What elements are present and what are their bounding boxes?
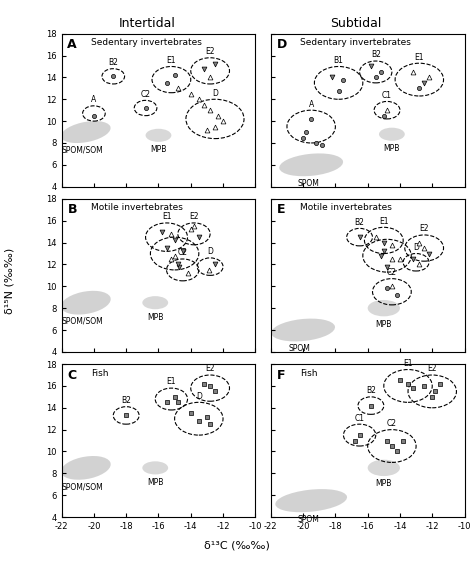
Text: B2: B2 xyxy=(109,58,118,67)
Text: δ¹³C (‰‰): δ¹³C (‰‰) xyxy=(204,541,270,551)
Ellipse shape xyxy=(279,153,343,176)
Text: E2: E2 xyxy=(419,224,429,233)
Text: SPOM/SOM: SPOM/SOM xyxy=(62,482,103,491)
Text: C2: C2 xyxy=(387,419,397,428)
Text: Subtidal: Subtidal xyxy=(330,17,381,30)
Text: Fish: Fish xyxy=(300,369,318,378)
Ellipse shape xyxy=(142,461,168,474)
Ellipse shape xyxy=(146,129,172,142)
Text: B2: B2 xyxy=(371,51,381,60)
Text: SPOM: SPOM xyxy=(297,515,319,524)
Text: SPOM: SPOM xyxy=(289,344,311,353)
Ellipse shape xyxy=(368,460,400,476)
Text: E2: E2 xyxy=(428,364,437,373)
Ellipse shape xyxy=(368,300,400,316)
Text: E1: E1 xyxy=(403,359,413,368)
Text: Motile invertebrates: Motile invertebrates xyxy=(300,203,392,212)
Text: C2: C2 xyxy=(178,248,188,257)
Text: Fish: Fish xyxy=(91,369,108,378)
Text: MPB: MPB xyxy=(375,320,392,329)
Text: SPOM/SOM: SPOM/SOM xyxy=(62,317,103,326)
Text: A: A xyxy=(309,99,314,108)
Text: C2: C2 xyxy=(387,268,397,277)
Text: δ¹⁵N (‰‰): δ¹⁵N (‰‰) xyxy=(4,248,15,314)
Text: SPOM/SOM: SPOM/SOM xyxy=(62,145,103,154)
Text: E1: E1 xyxy=(415,53,424,62)
Text: C: C xyxy=(67,369,77,382)
Text: Motile invertebrates: Motile invertebrates xyxy=(91,203,182,212)
Text: Sedentary invertebrates: Sedentary invertebrates xyxy=(91,38,201,47)
Text: C2: C2 xyxy=(141,90,151,99)
Text: C1: C1 xyxy=(382,91,392,100)
Text: E2: E2 xyxy=(205,47,215,56)
Text: Intertidal: Intertidal xyxy=(118,17,175,30)
Ellipse shape xyxy=(142,296,168,309)
Text: B2: B2 xyxy=(121,396,131,405)
Text: C1: C1 xyxy=(355,414,365,423)
Ellipse shape xyxy=(61,121,110,143)
Ellipse shape xyxy=(61,456,111,480)
Text: B2: B2 xyxy=(355,217,365,226)
Text: MPB: MPB xyxy=(150,145,167,154)
Text: MPB: MPB xyxy=(383,144,400,153)
Text: MPB: MPB xyxy=(147,312,164,321)
Text: MPB: MPB xyxy=(375,479,392,488)
Text: E1: E1 xyxy=(379,217,389,226)
Ellipse shape xyxy=(271,319,335,341)
Ellipse shape xyxy=(275,489,347,512)
Text: B: B xyxy=(67,203,77,216)
Text: E1: E1 xyxy=(167,56,176,65)
Ellipse shape xyxy=(61,291,111,315)
Text: MPB: MPB xyxy=(147,478,164,487)
Text: E1: E1 xyxy=(162,212,171,221)
Text: E: E xyxy=(277,203,285,216)
Text: D: D xyxy=(207,247,213,256)
Text: A: A xyxy=(91,95,97,104)
Text: SPOM: SPOM xyxy=(297,179,319,188)
Text: D: D xyxy=(196,392,202,401)
Text: Sedentary invertebrates: Sedentary invertebrates xyxy=(300,38,411,47)
Text: E2: E2 xyxy=(205,364,215,373)
Text: D: D xyxy=(277,38,287,51)
Text: B2: B2 xyxy=(366,386,376,395)
Text: F: F xyxy=(277,369,285,382)
Text: E1: E1 xyxy=(167,378,176,387)
Ellipse shape xyxy=(379,128,405,141)
Text: D: D xyxy=(413,243,419,252)
Text: B1: B1 xyxy=(334,56,344,65)
Text: D: D xyxy=(212,89,218,98)
Text: A: A xyxy=(67,38,77,51)
Text: E2: E2 xyxy=(189,212,199,221)
